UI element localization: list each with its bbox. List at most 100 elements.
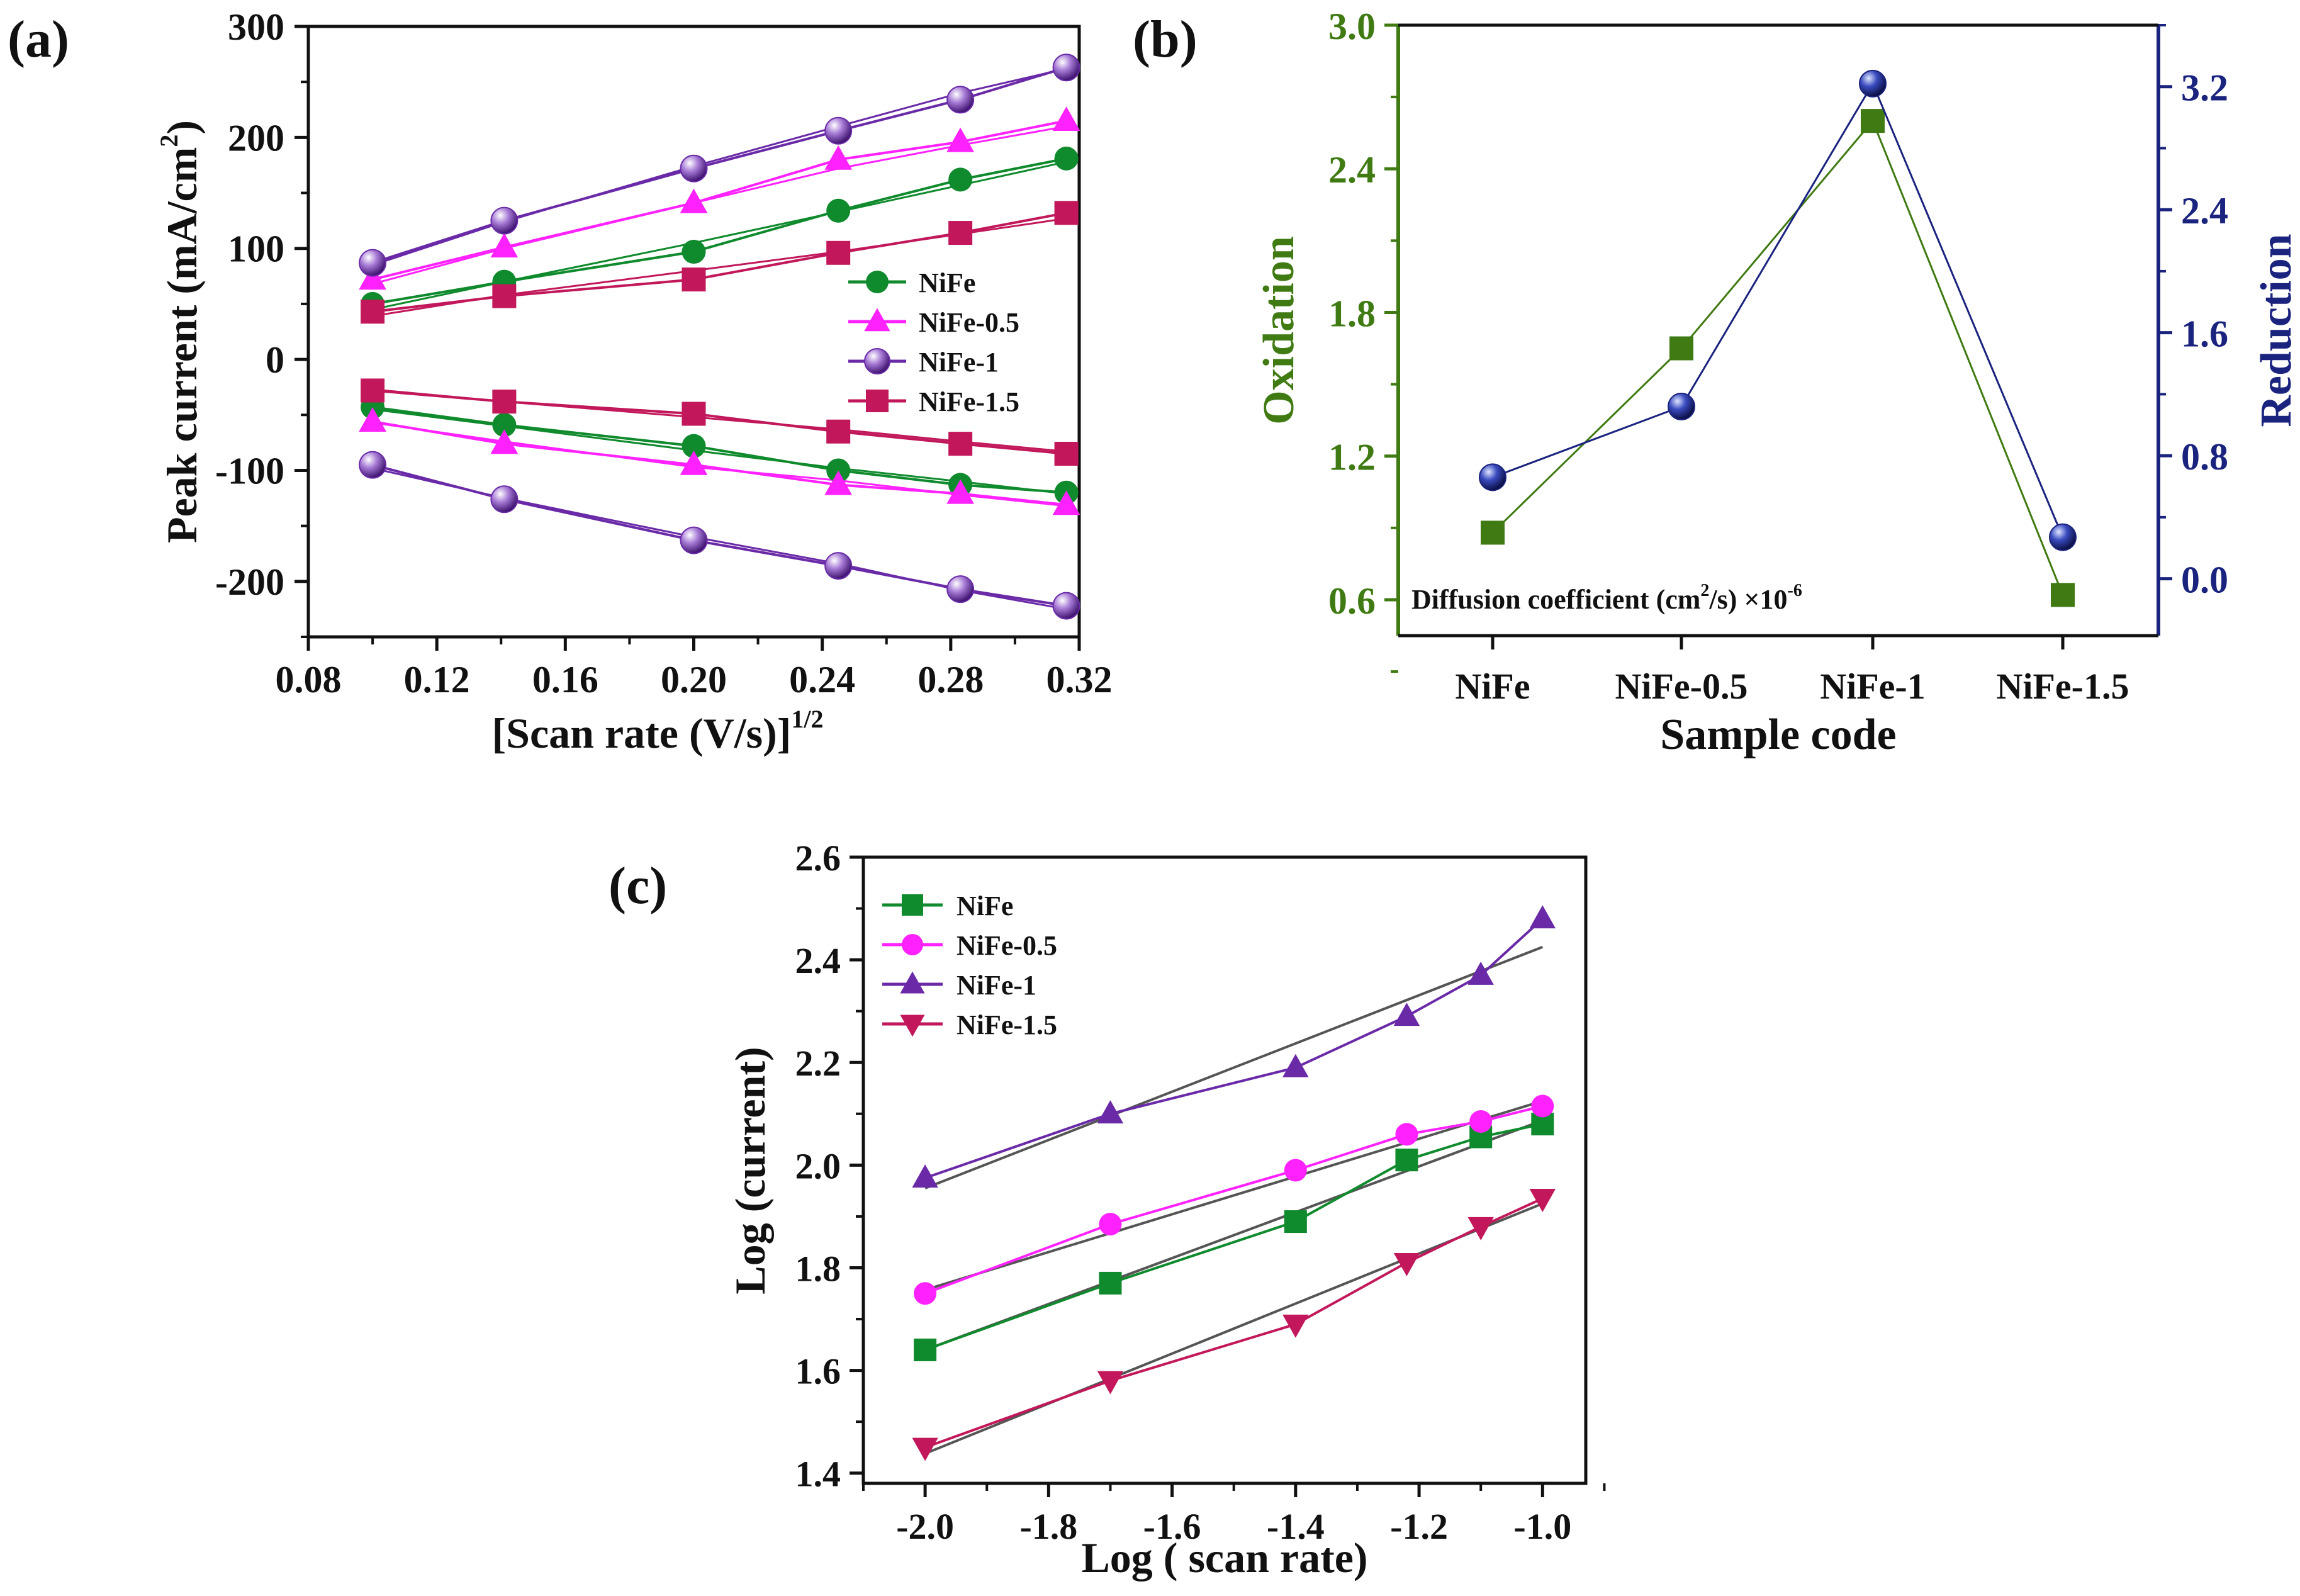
- panel-b-annotation-text: Diffusion coefficient (cm: [1411, 584, 1700, 615]
- panel-b-left-tick-label: 3.0: [1328, 6, 1376, 47]
- panel-a-x-tick-label: 0.24: [789, 659, 855, 700]
- panel-a-point: [946, 575, 975, 604]
- panel-a-point: [680, 526, 708, 554]
- panel-a-point: [359, 451, 387, 479]
- panel-c-x-tick-label: -1.8: [1019, 1506, 1077, 1547]
- panel-a-y-axis-title: Peak current (mA/cm2): [155, 120, 206, 543]
- panel-a-point: [826, 240, 851, 265]
- panel-c-point: [914, 1282, 937, 1305]
- panel-c-y-tick-label: 2.0: [795, 1145, 841, 1186]
- panel-a: (a) 0.08 0.12 0.16 0.20 0.24 0.28 0.32 -200 -100…: [8, 6, 1113, 757]
- panel-a-ticks: 0.08 0.12 0.16 0.20 0.24 0.28 0.32 -200 -100 0 100…: [215, 6, 1112, 700]
- panel-a-x-tick-label: 0.12: [404, 659, 470, 700]
- panel-b-ticks: 0.6 1.2 1.8 2.4 3.0 0.0 0.8 1.6 2.4 3.2 NiFe NiFe-0…: [1328, 6, 2228, 707]
- panel-a-point: [824, 470, 853, 495]
- panel-a-series-line: [372, 463, 1067, 607]
- panel-c-legend-marker: [902, 934, 923, 955]
- panel-a-legend: NiFe NiFe-0.5 NiFe-1 NiFe-1.5: [848, 267, 1019, 417]
- panel-c-x-tick-label: -1.2: [1390, 1506, 1448, 1547]
- panel-c-point: [1531, 1094, 1554, 1118]
- panel-b-annotation: Diffusion coefficient (cm2/s) ×10-6: [1411, 581, 1802, 615]
- panel-c-series-line: [924, 1197, 1544, 1449]
- panel-a-point: [490, 429, 519, 454]
- panel-a-series-line: [372, 389, 1067, 455]
- panel-c-x-tick-label: -1.0: [1513, 1506, 1571, 1547]
- panel-a-x-axis-title: [Scan rate (V/s)]1/2: [492, 705, 824, 757]
- panel-b-x-tick-label: NiFe: [1455, 666, 1530, 707]
- panel-a-point: [946, 127, 974, 152]
- panel-b-annotation-sup: 2: [1700, 581, 1709, 600]
- panel-a-y-tick-label: 300: [228, 6, 284, 48]
- panel-c-series-line: [924, 918, 1544, 1179]
- panel-a-point: [948, 432, 973, 456]
- panel-a-point: [680, 450, 708, 475]
- panel-c-label: (c): [609, 857, 667, 915]
- panel-b-right-tick-label: 3.2: [2181, 67, 2228, 109]
- panel-a-legend-marker: [864, 308, 890, 332]
- panel-a-point: [361, 378, 385, 403]
- panel-a-legend-marker: [864, 348, 890, 374]
- panel-c-legend-marker: [902, 894, 923, 916]
- panel-b-left-tick-label: 1.2: [1328, 437, 1376, 478]
- panel-b-annotation-exp: -6: [1788, 581, 1802, 600]
- panel-c-point: [1467, 1217, 1494, 1240]
- panel-a-point: [492, 390, 517, 414]
- panel-b-series-line: [1491, 119, 2064, 595]
- panel-c-series-line: [924, 1104, 1543, 1295]
- panel-a-x-tick-label: 0.08: [276, 659, 342, 700]
- panel-a-x-axis-title-text: [Scan rate (V/s)]: [492, 709, 792, 757]
- panel-a-label: (a): [8, 10, 69, 69]
- panel-a-legend-label: NiFe-1: [919, 347, 999, 378]
- panel-c-legend-label: NiFe-1: [956, 970, 1036, 1001]
- panel-c-y-tick-label: 1.8: [795, 1248, 841, 1289]
- panel-a-point: [946, 479, 974, 504]
- panel-a-point: [826, 419, 851, 444]
- panel-a-point: [682, 402, 706, 426]
- panel-c-point: [1284, 1159, 1307, 1182]
- panel-a-x-tick-label: 0.20: [661, 659, 727, 700]
- panel-a-point: [948, 221, 973, 245]
- panel-a-y-tick-label: -200: [215, 561, 284, 603]
- panel-b-reduction-point: [1859, 69, 1887, 98]
- panel-b-oxidation-point: [1861, 109, 1885, 133]
- panel-a-point: [490, 233, 519, 258]
- panel-c-legend: NiFe NiFe-0.5 NiFe-1 NiFe-1.5: [882, 891, 1057, 1040]
- panel-b-x-axis-title: Sample code: [1660, 711, 1896, 759]
- panel-b-reduction-point: [2049, 523, 2077, 551]
- panel-b-reduction-point: [1668, 392, 1695, 420]
- panel-c-legend-label: NiFe-0.5: [956, 930, 1057, 961]
- panel-b-x-tick-label: NiFe-1.5: [1997, 666, 2129, 707]
- panel-a-point: [824, 145, 853, 170]
- panel-a-point: [682, 434, 706, 458]
- panel-a-point: [946, 86, 975, 114]
- panel-b-left-tick-label: 1.8: [1328, 293, 1376, 334]
- panel-a-point: [826, 458, 851, 483]
- panel-a-point: [1052, 490, 1080, 515]
- panel-a-point: [824, 116, 853, 145]
- panel-a-point: [682, 240, 706, 264]
- panel-a-x-axis-title-sup: 1/2: [791, 705, 823, 733]
- panel-c-y-tick-label: 2.4: [795, 940, 841, 981]
- panel-b-oxidation-point: [1669, 336, 1693, 361]
- panel-b-left-axis-title: Oxidation: [1255, 236, 1303, 425]
- panel-b-left-tick-label: 2.4: [1328, 149, 1376, 191]
- panel-c-x-axis-title: Log ( scan rate): [1081, 1534, 1367, 1582]
- panel-a-legend-marker: [866, 271, 889, 293]
- panel-c-point: [1393, 1253, 1420, 1276]
- panel-a-point: [682, 267, 706, 292]
- panel-c-legend-label: NiFe-1.5: [956, 1009, 1057, 1040]
- panel-b-series: [1479, 69, 2077, 607]
- panel-b-annotation-mid: /s) ×10: [1708, 584, 1787, 615]
- panel-c-fit-line: [924, 1099, 1543, 1291]
- panel-b-label: (b): [1133, 10, 1198, 69]
- panel-c-point: [912, 1437, 938, 1461]
- panel-b-right-tick-label: 1.6: [2181, 313, 2228, 355]
- panel-c-point: [1099, 1271, 1122, 1295]
- panel-c-plot-frame: [861, 855, 1588, 1485]
- panel-c-y-axis-title: Log (current): [726, 1047, 774, 1294]
- panel-c-point: [1282, 1314, 1309, 1338]
- panel-c-x-tick-label: -1.6: [1143, 1506, 1201, 1547]
- panel-a-legend-label: NiFe-0.5: [919, 307, 1019, 338]
- panel-a-series-line: [372, 66, 1067, 264]
- panel-c-point: [1529, 905, 1556, 929]
